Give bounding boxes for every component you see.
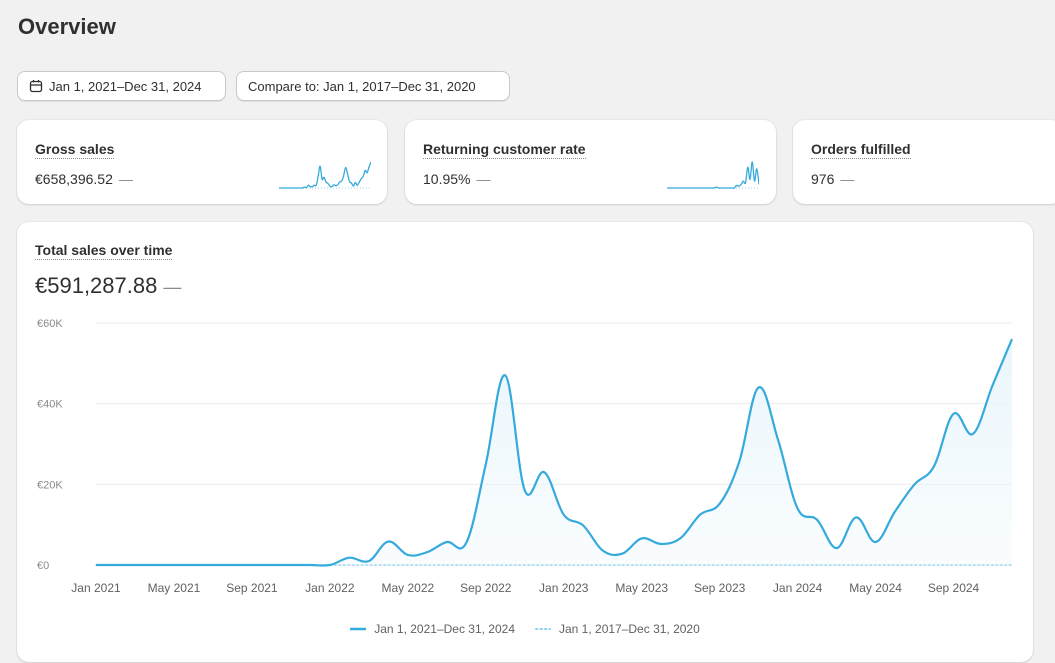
x-tick-label: Jan 2023 [539,581,589,595]
y-tick-label: €0 [37,560,49,572]
metric-label: Gross sales [35,141,115,159]
page-title: Overview [18,14,116,39]
legend-line-solid-icon [350,627,367,631]
sparkline-path [667,161,759,189]
x-tick-label: Jan 2022 [305,581,355,595]
x-tick-label: May 2022 [381,581,434,595]
sparkline-path [279,161,371,189]
x-tick-label: Sep 2022 [460,581,512,595]
total-sales-chart: €0 €20K €40K €60K Jan 2021 May 2021 Sep 2021 Ja… [37,318,1014,595]
calendar-icon [29,79,43,93]
metric-label: Orders fulfilled [811,141,911,159]
change-indicator: — [476,171,491,187]
metric-value: 976— [811,171,855,187]
x-tick-label: Sep 2024 [928,581,980,595]
metric-card-orders-fulfilled[interactable]: Orders fulfilled 976— [793,120,1055,204]
y-tick-label: €60K [37,318,63,330]
metric-value: €658,396.52— [35,171,133,187]
change-indicator: — [840,171,855,187]
gross-sales-sparkline [279,161,371,189]
compare-button[interactable]: Compare to: Jan 1, 2017–Dec 31, 2020 [236,71,510,101]
x-tick-label: Sep 2021 [226,581,278,595]
date-range-label: Jan 1, 2021–Dec 31, 2024 [49,78,202,94]
compare-label: Compare to: Jan 1, 2017–Dec 31, 2020 [248,78,476,94]
total-sales-chart-card: €0 €20K €40K €60K Jan 2021 May 2021 Sep 2021 Ja… [17,222,1033,662]
legend-item-current[interactable]: Jan 1, 2021–Dec 31, 2024 [350,622,515,636]
x-tick-label: May 2021 [148,581,201,595]
date-range-button[interactable]: Jan 1, 2021–Dec 31, 2024 [17,71,226,101]
x-tick-label: May 2024 [849,581,902,595]
metric-card-returning-customer-rate[interactable]: Returning customer rate 10.95% — [405,120,776,204]
x-tick-label: Jan 2024 [773,581,823,595]
metric-value: 10.95% — [423,171,491,187]
chart-legend: Jan 1, 2021–Dec 31, 2024 Jan 1, 2017–Dec… [17,622,1033,636]
metric-label: Returning customer rate [423,141,586,159]
x-tick-label: Jan 2021 [71,581,121,595]
legend-line-dotted-icon [535,628,551,630]
returning-rate-sparkline [667,161,759,189]
y-tick-label: €40K [37,399,63,411]
series-area-current [96,339,1012,566]
change-indicator: — [118,171,133,187]
x-tick-label: Sep 2023 [694,581,746,595]
chart-title[interactable]: Total sales over time [35,242,173,260]
y-tick-label: €20K [37,479,63,491]
chart-total: €591,287.88— [35,273,182,298]
change-indicator: — [163,277,182,297]
legend-item-compare[interactable]: Jan 1, 2017–Dec 31, 2020 [535,622,700,636]
metric-card-gross-sales[interactable]: Gross sales €658,396.52— [17,120,387,204]
series-line-current [96,338,1014,567]
x-tick-label: May 2023 [615,581,668,595]
